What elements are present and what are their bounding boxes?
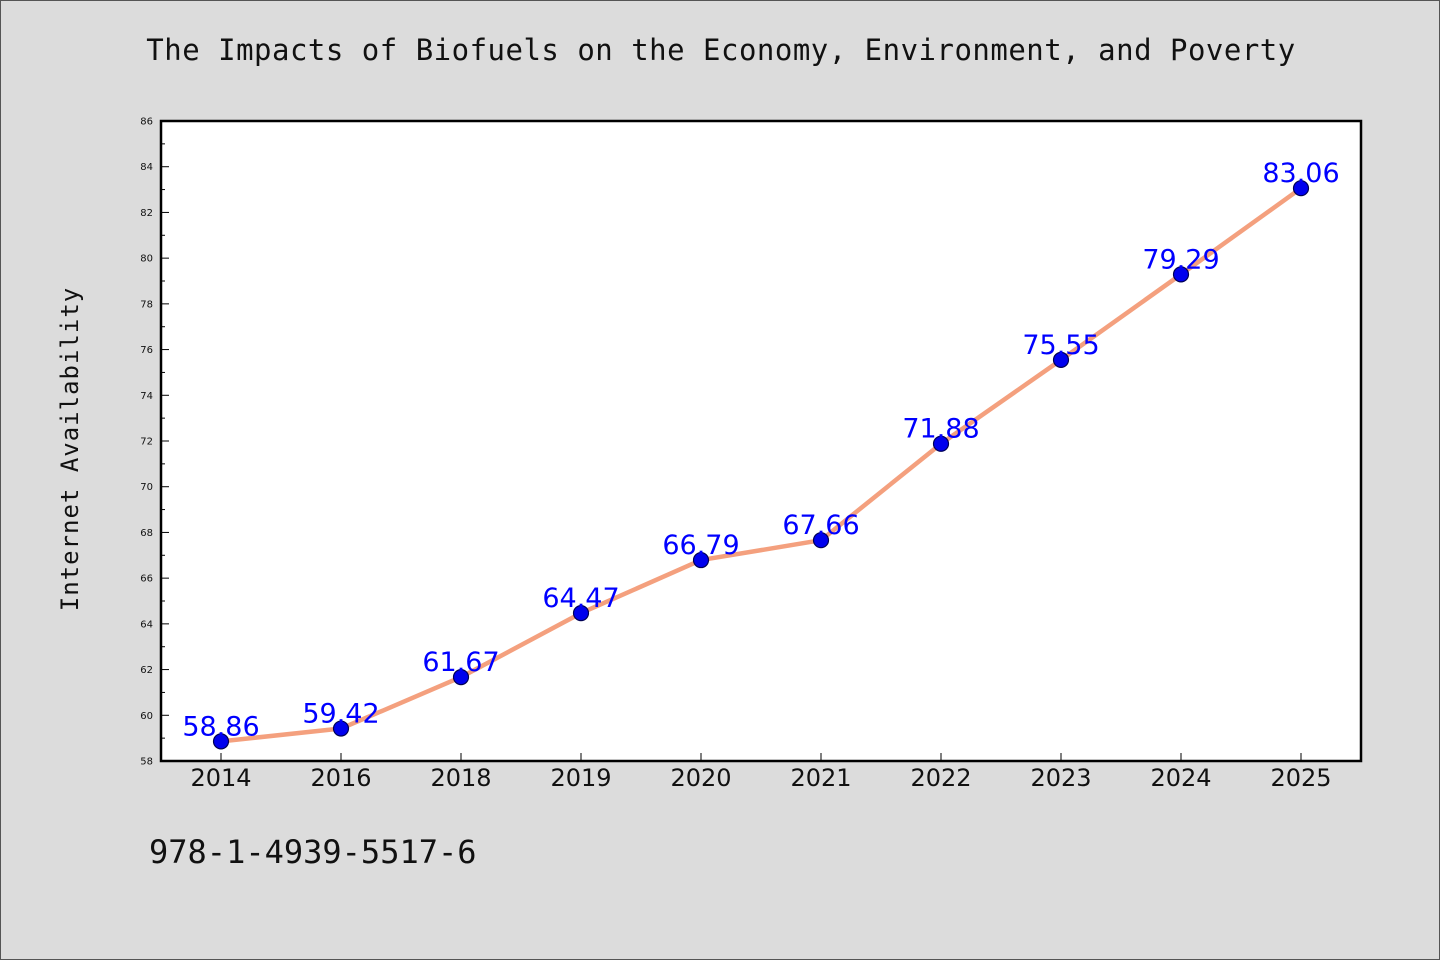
x-tick-label: 2023: [1030, 764, 1091, 792]
footer-code: 978-1-4939-5517-6: [149, 833, 477, 871]
chart-title: The Impacts of Biofuels on the Economy, …: [146, 33, 1296, 67]
data-point: [1052, 351, 1070, 368]
x-tick-label: 2025: [1270, 764, 1331, 792]
y-tick-label: 70: [140, 482, 153, 493]
x-tick-label: 2016: [310, 764, 371, 792]
data-point: [932, 435, 950, 452]
y-axis-label: Internet Availability: [56, 287, 84, 611]
data-point: [452, 669, 470, 686]
data-point: [812, 532, 830, 549]
data-label: 58.86: [182, 711, 259, 742]
data-label: 83.06: [1262, 158, 1339, 189]
series-line: [218, 185, 1304, 744]
y-tick-label: 66: [140, 574, 153, 585]
x-tick-label: 2019: [550, 764, 611, 792]
data-point: [1292, 180, 1310, 197]
y-tick-label: 74: [140, 391, 153, 402]
data-point: [332, 720, 350, 737]
x-tick-label: 2014: [190, 764, 251, 792]
data-point: [572, 605, 590, 622]
plot-frame: [159, 119, 1363, 763]
data-label: 64.47: [542, 583, 619, 614]
y-tick-label: 62: [140, 665, 153, 676]
y-tick-label: 64: [140, 619, 153, 630]
plot-area: [161, 121, 1361, 761]
y-tick-label: 80: [140, 254, 153, 265]
data-point: [692, 551, 710, 569]
x-tick-label: 2021: [790, 764, 851, 792]
y-tick-label: 60: [140, 711, 153, 722]
y-tick-label: 76: [140, 345, 153, 356]
y-tick-label: 84: [140, 162, 153, 173]
data-point: [212, 733, 230, 750]
y-tick-label: 68: [140, 528, 153, 539]
y-tick-label: 72: [140, 437, 153, 448]
data-label: 71.88: [902, 414, 979, 445]
x-tick-label: 2018: [430, 764, 491, 792]
data-label: 59.42: [302, 699, 379, 730]
y-tick-label: 86: [140, 117, 153, 128]
data-label: 79.29: [1142, 244, 1219, 275]
data-label: 61.67: [422, 647, 499, 678]
x-tick-label: 2020: [670, 764, 731, 792]
data-label: 75.55: [1022, 330, 1099, 361]
data-label: 67.66: [782, 510, 859, 541]
y-tick-label: 82: [140, 208, 153, 219]
x-tick-label: 2022: [910, 764, 971, 792]
x-tick-label: 2024: [1150, 764, 1211, 792]
data-label: 66.79: [662, 530, 739, 561]
y-tick-label: 78: [140, 299, 153, 310]
data-point: [1172, 266, 1190, 283]
y-tick-label: 58: [140, 757, 153, 768]
